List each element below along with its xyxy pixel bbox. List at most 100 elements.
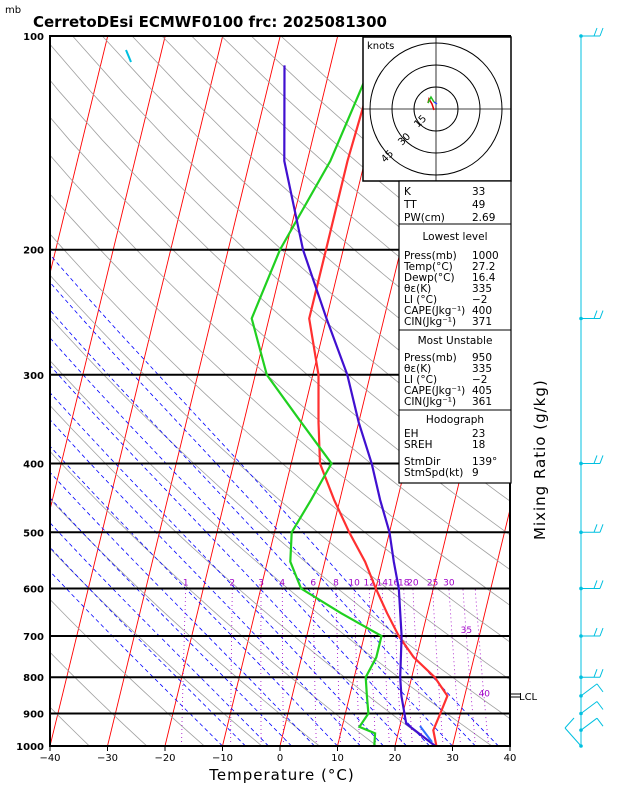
mixing-ratio-label: 1 xyxy=(183,579,189,589)
mu-cape-value: 405 xyxy=(472,385,492,397)
k-index-value: 33 xyxy=(472,186,485,198)
k-index-label: K xyxy=(404,186,412,198)
moist-adiabat-line xyxy=(50,337,430,746)
dry-adiabat-line xyxy=(50,651,148,746)
temperature-tick-label: −10 xyxy=(212,753,233,764)
profile-lines xyxy=(125,36,449,746)
mixing-ratio-line xyxy=(474,588,489,746)
mixing-ratio-label: 12 xyxy=(363,579,374,589)
moist-adiabat-line xyxy=(50,309,453,746)
lcl-marker: LCL xyxy=(510,692,538,703)
wind-barb xyxy=(579,27,604,38)
isotherm-line xyxy=(452,507,510,746)
eh-value: 23 xyxy=(472,428,485,440)
dry-adiabat-line xyxy=(50,450,378,746)
temperature-axis-ticks: −40 −30 −20 −10 0 10 20 30 40 xyxy=(39,746,516,764)
sreh-value: 18 xyxy=(472,439,485,451)
hodograph-units: knots xyxy=(367,41,394,52)
temperature-tick-label: 0 xyxy=(277,753,283,764)
chart-title: CerretoDEsi ECMWF0100 frc: 2025081300 xyxy=(33,13,387,31)
wind-barb xyxy=(579,627,604,638)
ll-li-label: LI (°C) xyxy=(404,294,437,306)
wind-barb-flag xyxy=(596,717,604,727)
stats-frame xyxy=(398,180,512,484)
ll-dewp-label: Dewp(°C) xyxy=(404,272,455,284)
dry-adiabat-line xyxy=(50,116,510,536)
mixing-ratio-label: 8 xyxy=(333,579,339,589)
wind-barb-shaft xyxy=(580,717,598,731)
wind-barb xyxy=(579,701,604,716)
wind-barb xyxy=(579,455,604,466)
wind-barb-flag xyxy=(593,669,598,678)
dry-adiabat-line xyxy=(50,43,510,469)
pressure-tick-label: 200 xyxy=(23,246,44,257)
ll-dewp-value: 16.4 xyxy=(472,272,496,284)
ll-thetae-value: 335 xyxy=(472,283,492,295)
parcel-profile xyxy=(283,65,436,746)
ll-thetae-label: θε(K) xyxy=(404,283,431,295)
wind-barb-flag xyxy=(599,627,604,637)
pressure-axis-ticks: 100 200 300 400 500 600 700 800 900 1000 xyxy=(16,32,44,753)
isotherm-line xyxy=(164,36,339,746)
pressure-tick-label: 600 xyxy=(23,584,44,595)
wind-barb-flag xyxy=(596,683,604,693)
wind-barb-flag xyxy=(599,524,604,533)
mixing-ratio-label: 10 xyxy=(348,579,360,589)
ll-temp-label: Temp(°C) xyxy=(403,261,453,273)
isotherm-line xyxy=(50,36,166,512)
dry-adiabat-line xyxy=(50,547,263,746)
dry-adiabat-line xyxy=(50,233,510,643)
mu-cape-label: CAPE(Jkg⁻¹) xyxy=(404,385,465,397)
mixing-ratio-line xyxy=(432,588,444,746)
pressure-tick-label: 300 xyxy=(23,371,44,382)
wind-barb xyxy=(579,669,604,679)
isotherm-line xyxy=(107,36,281,746)
temperature-tick-label: −40 xyxy=(39,753,60,764)
hodograph-ring-30 xyxy=(391,64,481,154)
pressure-tick-label: 500 xyxy=(23,528,44,539)
wind-barb-flag xyxy=(593,627,598,637)
dry-adiabat-line xyxy=(50,498,320,746)
tt-index-value: 49 xyxy=(472,199,485,211)
dry-adiabat-line xyxy=(50,404,435,746)
dewpoint-profile xyxy=(250,36,385,746)
stmdir-label: StmDir xyxy=(404,456,441,468)
dry-adiabat-line xyxy=(50,360,493,746)
mixing-ratio-line xyxy=(230,588,233,746)
wind-barb-flag xyxy=(593,27,598,37)
x-axis-label: Temperature (°C) xyxy=(208,766,354,784)
mixing-ratio-label: 14 xyxy=(376,579,388,589)
moist-adiabat-line xyxy=(50,570,223,746)
mixing-ratio-label: 2 xyxy=(229,579,235,589)
dry-adiabat-line xyxy=(50,154,510,571)
mu-press-label: Press(mb) xyxy=(404,352,457,364)
pressure-tick-label: 400 xyxy=(23,459,44,470)
temperature-tick-label: −30 xyxy=(97,753,118,764)
temperature-tick-label: 40 xyxy=(504,753,517,764)
hodograph-block-header: Hodograph xyxy=(426,414,484,426)
hodograph-ring-45 xyxy=(369,42,503,176)
mu-press-value: 950 xyxy=(472,352,492,364)
isotherm-line xyxy=(50,36,109,276)
dry-adiabat-line xyxy=(50,598,205,746)
stmdir-value: 139° xyxy=(472,456,497,468)
wind-barb-flag xyxy=(599,580,604,589)
wind-barb xyxy=(579,580,604,591)
dry-adiabat-line xyxy=(50,79,510,502)
wind-barb xyxy=(564,717,583,748)
wind-barb xyxy=(579,717,604,732)
wind-barb-flag xyxy=(599,455,604,464)
hodograph-ring-15 xyxy=(413,86,459,132)
dry-adiabat-line xyxy=(50,193,510,606)
hodograph-trace-upper xyxy=(433,101,438,105)
wind-barb-flag xyxy=(599,669,604,678)
mixing-ratio-label: 4 xyxy=(279,579,285,589)
pressure-tick-label: 800 xyxy=(23,673,44,684)
wind-barb-flag xyxy=(599,27,604,37)
most-unstable-header: Most Unstable xyxy=(418,335,493,347)
stmspd-value: 9 xyxy=(472,467,479,479)
mixing-ratio-label: 3 xyxy=(258,579,264,589)
wind-barb-shaft xyxy=(580,701,598,714)
mixing-ratio-label: 18 xyxy=(398,579,410,589)
mixing-ratio-label: 6 xyxy=(310,579,316,589)
